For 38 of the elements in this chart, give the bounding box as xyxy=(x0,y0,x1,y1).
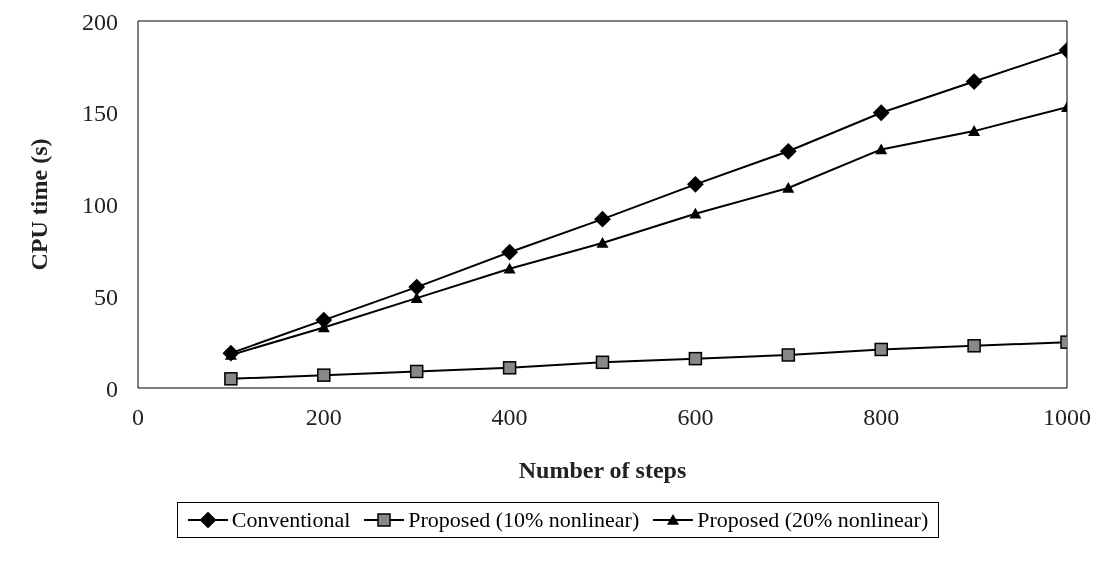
y-tick-label: 200 xyxy=(82,8,118,35)
x-tick-label: 0 xyxy=(132,404,144,431)
point xyxy=(872,104,890,122)
x-tick-label: 1000 xyxy=(1043,404,1091,431)
point xyxy=(967,339,981,353)
point xyxy=(965,73,983,90)
y-tick-label: 0 xyxy=(106,375,118,402)
point xyxy=(687,175,704,193)
legend-label: Proposed (10% nonlinear) xyxy=(408,507,640,533)
point xyxy=(688,351,703,366)
x-tick-label: 600 xyxy=(677,404,714,431)
point xyxy=(224,372,238,386)
point xyxy=(689,207,702,219)
x-axis-title: Number of steps xyxy=(518,457,687,483)
point xyxy=(502,361,517,375)
point xyxy=(409,364,424,379)
point xyxy=(408,278,426,296)
point xyxy=(503,262,516,274)
legend-label: Conventional xyxy=(231,507,351,533)
x-tick-label: 200 xyxy=(305,404,342,431)
y-tick-label: 50 xyxy=(94,283,118,310)
point xyxy=(596,237,609,248)
point xyxy=(317,368,331,382)
y-axis-title: CPU time (s) xyxy=(25,138,52,271)
point xyxy=(874,342,888,357)
legend-label: Proposed (20% nonlinear) xyxy=(697,507,929,533)
point xyxy=(779,142,797,160)
point xyxy=(501,243,518,261)
point xyxy=(781,348,796,362)
point xyxy=(594,210,611,228)
point xyxy=(782,181,795,193)
point xyxy=(968,125,981,136)
x-tick-label: 800 xyxy=(863,404,900,431)
point xyxy=(875,143,888,155)
y-tick-label: 100 xyxy=(82,192,118,219)
point xyxy=(595,355,610,370)
y-tick-label: 150 xyxy=(82,100,118,127)
x-tick-label: 400 xyxy=(491,404,528,431)
